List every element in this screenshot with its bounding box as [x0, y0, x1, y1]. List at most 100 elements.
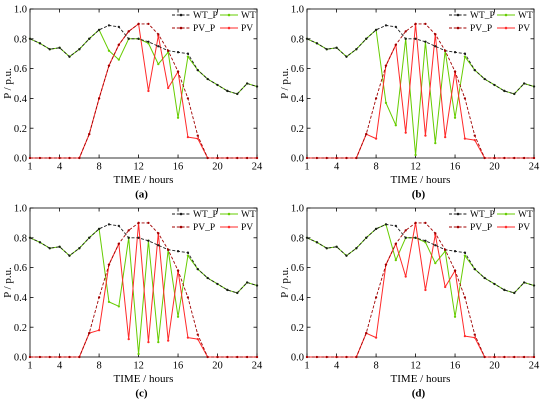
data-point	[206, 156, 209, 160]
y-tick-label: 0.4	[291, 94, 305, 105]
data-point	[374, 296, 378, 299]
data-point	[68, 355, 71, 359]
series-line	[307, 222, 534, 358]
data-point	[216, 156, 219, 160]
legend-entry: PV_P	[449, 24, 492, 34]
panel-caption: (d)	[412, 388, 426, 400]
data-point	[355, 247, 358, 250]
data-point	[147, 340, 150, 344]
data-point	[463, 251, 467, 254]
data-point	[503, 355, 506, 359]
data-point	[48, 156, 51, 160]
data-point	[434, 45, 437, 48]
data-point	[434, 141, 437, 145]
data-point	[157, 340, 160, 344]
data-point	[167, 248, 170, 251]
data-point	[463, 334, 467, 338]
data-point	[78, 48, 81, 51]
legend-entry: PV	[220, 24, 253, 34]
data-point	[97, 28, 101, 32]
data-point	[88, 37, 91, 40]
data-point	[493, 83, 496, 87]
data-point	[147, 239, 150, 242]
legend-marker	[227, 13, 231, 17]
data-point	[167, 49, 170, 52]
data-point	[245, 82, 249, 85]
data-point	[186, 97, 190, 100]
legend-marker	[179, 26, 183, 30]
data-point	[463, 52, 467, 55]
legend-marker	[456, 225, 460, 229]
series-pv	[28, 221, 259, 359]
legend-entry: PV_P	[449, 223, 492, 233]
series-line	[306, 29, 535, 156]
data-point	[424, 40, 427, 43]
data-point	[196, 137, 199, 140]
data-point	[453, 70, 457, 73]
data-point	[453, 250, 457, 253]
data-point	[384, 263, 388, 266]
plot-frame	[306, 207, 535, 358]
x-tick-label: 20	[489, 162, 500, 173]
data-point	[444, 49, 447, 52]
data-point	[226, 89, 229, 93]
x-tick-label: 16	[450, 361, 461, 372]
legend-label: PV_P	[470, 24, 492, 34]
x-tick-label: 8	[373, 162, 378, 173]
x-tick-label: 8	[373, 361, 378, 372]
series-line	[306, 223, 535, 294]
chart-panel-1: 1 4 8 12 16 20 24 0.0 0.2 0.4 0.6 0.8 1.0 TIME / hour…	[2, 5, 263, 201]
data-point	[463, 97, 467, 100]
data-point	[157, 45, 160, 48]
series-wt	[305, 28, 536, 157]
y-tick-label: 1.0	[291, 204, 304, 215]
plot-frame	[29, 8, 258, 159]
x-tick-label: 12	[410, 361, 421, 372]
data-point	[147, 22, 150, 26]
legend-marker	[179, 225, 183, 229]
data-point	[513, 291, 516, 295]
panel-caption: (b)	[412, 189, 426, 201]
x-tick-label: 1	[304, 162, 309, 173]
data-point	[117, 43, 120, 46]
y-axis-title: P / p.u.	[279, 267, 291, 298]
data-point	[107, 300, 111, 304]
data-point	[127, 37, 130, 40]
data-point	[345, 355, 348, 359]
panel-caption: (a)	[135, 189, 148, 201]
legend-entry: WT_P	[449, 210, 495, 220]
data-point	[493, 282, 496, 286]
data-point	[305, 355, 309, 359]
data-point	[236, 156, 239, 160]
y-tick-label: 0.4	[291, 293, 305, 304]
data-point	[414, 22, 417, 26]
y-tick-label: 0.6	[291, 263, 304, 274]
data-point	[58, 46, 61, 49]
data-point	[453, 315, 457, 318]
data-point	[97, 329, 101, 332]
legend-marker	[227, 212, 231, 216]
series-line	[30, 222, 257, 358]
data-point	[453, 269, 457, 272]
data-point	[196, 68, 199, 72]
x-tick-label: 12	[410, 162, 421, 173]
series-pv	[305, 221, 536, 359]
data-point	[532, 284, 536, 287]
y-tick-label: 0.8	[14, 233, 27, 244]
data-point	[424, 288, 427, 292]
x-tick-label: 4	[334, 162, 340, 173]
data-point	[58, 245, 61, 248]
legend-marker	[504, 225, 508, 229]
series-line	[307, 23, 534, 159]
data-point	[226, 288, 229, 292]
plot-area	[28, 221, 259, 359]
data-point	[384, 101, 388, 105]
x-tick-label: 20	[489, 361, 500, 372]
data-point	[245, 281, 249, 284]
plot-area	[28, 22, 259, 160]
data-point	[206, 77, 209, 81]
y-axis-title: P / p.u.	[2, 68, 14, 99]
data-point	[196, 333, 199, 336]
y-tick-label: 0.2	[14, 124, 27, 135]
data-point	[483, 276, 486, 280]
